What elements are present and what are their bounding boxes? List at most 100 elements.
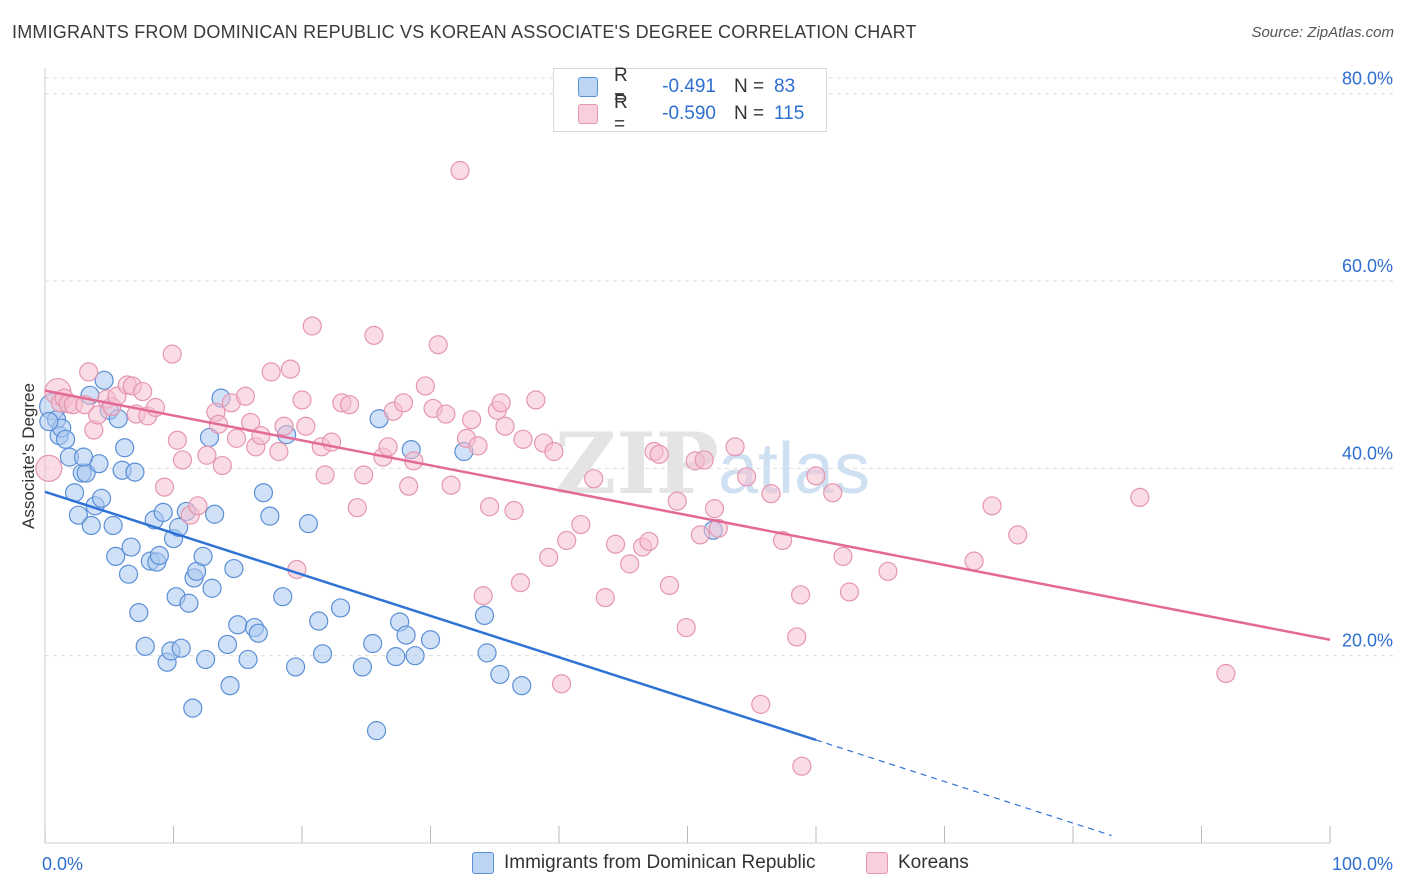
point-koreans — [79, 362, 99, 382]
legend-r-value: -0.491 — [662, 76, 716, 97]
point-koreans — [964, 551, 984, 571]
point-koreans — [557, 530, 577, 551]
point-dominican-republic — [135, 636, 155, 656]
point-koreans — [571, 514, 591, 535]
x-tick-label: 100.0% — [1332, 854, 1393, 874]
point-dominican-republic — [153, 502, 173, 522]
point-koreans — [378, 437, 398, 457]
point-koreans — [772, 530, 793, 551]
point-koreans — [510, 573, 531, 593]
point-dominican-republic — [238, 649, 258, 670]
point-koreans — [639, 531, 659, 552]
legend-r-value: -0.590 — [662, 103, 716, 124]
point-dominican-republic — [228, 615, 248, 635]
point-dominican-republic — [474, 605, 495, 626]
point-koreans — [620, 554, 640, 574]
point-koreans — [339, 395, 360, 415]
point-dominican-republic — [312, 644, 333, 664]
legend-swatch-pink — [578, 104, 598, 124]
point-koreans — [188, 496, 208, 516]
legend-n-value: 83 — [774, 76, 796, 97]
point-dominican-republic — [125, 462, 145, 482]
bottom-legend-label: Immigrants from Dominican Republic — [504, 852, 816, 873]
point-dominican-republic — [352, 657, 372, 677]
point-koreans — [302, 316, 322, 336]
point-koreans — [823, 483, 843, 503]
point-dominican-republic — [39, 411, 59, 432]
point-koreans — [878, 561, 898, 581]
point-koreans — [806, 466, 826, 486]
point-koreans — [751, 694, 771, 714]
point-dominican-republic — [149, 545, 169, 566]
point-dominican-republic — [202, 578, 222, 598]
bottom-legend-label: Koreans — [898, 852, 969, 873]
point-dominican-republic — [405, 646, 425, 666]
trend-lines — [44, 389, 1331, 837]
point-koreans — [274, 416, 294, 436]
point-dominican-republic — [68, 505, 89, 525]
point-dominican-republic — [205, 504, 225, 524]
chart-source: Source: ZipAtlas.com — [1251, 24, 1394, 41]
point-koreans — [737, 467, 757, 487]
legend-row-dominican-republic: R = -0.491 N = 83 — [578, 65, 796, 108]
point-koreans — [399, 476, 419, 496]
point-koreans — [667, 491, 687, 511]
point-dominican-republic — [396, 625, 416, 645]
trend-line-koreans — [44, 389, 1331, 641]
point-koreans — [491, 393, 511, 413]
point-koreans — [133, 381, 153, 402]
point-dominican-republic — [330, 598, 351, 618]
point-dominican-republic — [183, 698, 203, 718]
point-koreans — [212, 455, 232, 476]
point-dominican-republic — [309, 611, 329, 631]
point-koreans — [480, 497, 500, 517]
point-koreans — [354, 465, 374, 485]
point-koreans — [704, 499, 725, 519]
point-koreans — [428, 335, 448, 355]
point-koreans — [296, 416, 316, 436]
bottom-legend-dominican-republic: Immigrants from Dominican Republic — [472, 852, 816, 874]
point-dominican-republic — [91, 488, 112, 508]
point-koreans — [792, 756, 812, 776]
point-koreans — [197, 445, 217, 465]
point-koreans — [154, 477, 175, 497]
point-koreans — [436, 404, 456, 424]
point-dominican-republic — [298, 514, 319, 534]
point-dominican-republic — [179, 593, 199, 613]
point-koreans — [761, 484, 781, 504]
point-dominican-republic — [73, 447, 94, 467]
point-koreans — [172, 450, 193, 470]
point-koreans — [269, 441, 289, 462]
point-koreans — [280, 359, 301, 379]
point-koreans — [725, 437, 745, 457]
point-koreans — [347, 498, 367, 518]
point-dominican-republic — [171, 638, 191, 658]
legend-n-label: N = — [734, 103, 765, 124]
legend-r-label: R = — [614, 92, 628, 135]
point-koreans — [551, 674, 572, 694]
point-dominican-republic — [363, 633, 383, 654]
trend-line-dominican-republic-extension — [815, 739, 1112, 837]
point-dominican-republic — [81, 515, 101, 536]
point-dominican-republic — [196, 649, 216, 670]
point-koreans — [982, 496, 1002, 516]
point-dominican-republic — [224, 558, 244, 579]
point-dominican-republic — [477, 643, 497, 663]
series-dominican-republic-points — [39, 370, 723, 741]
point-koreans — [694, 450, 714, 470]
point-koreans — [1008, 525, 1028, 545]
point-koreans — [595, 588, 615, 608]
point-dominican-republic — [103, 515, 123, 536]
legend-n-label: N = — [734, 76, 765, 97]
point-dominican-republic — [94, 370, 114, 390]
point-dominican-republic — [220, 676, 240, 696]
bottom-legend-swatch-blue — [472, 852, 494, 874]
point-koreans — [315, 465, 335, 485]
point-koreans — [415, 376, 435, 396]
legend-r-label: R = — [614, 65, 628, 108]
correlation-legend: R = -0.491 N = 83 R = -0.590 N = 115 — [553, 65, 827, 135]
grid-lines — [45, 77, 1393, 657]
point-dominican-republic — [121, 537, 141, 557]
point-koreans — [539, 547, 559, 567]
legend-n-value: 115 — [774, 103, 805, 124]
